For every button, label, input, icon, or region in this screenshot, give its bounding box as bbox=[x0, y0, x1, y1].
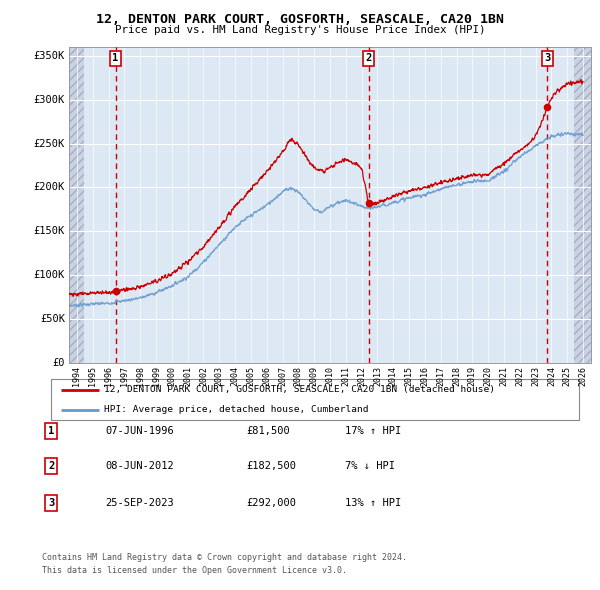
Text: 2010: 2010 bbox=[325, 366, 335, 386]
Text: Contains HM Land Registry data © Crown copyright and database right 2024.: Contains HM Land Registry data © Crown c… bbox=[42, 553, 407, 562]
Text: 1997: 1997 bbox=[120, 366, 129, 386]
Text: 2012: 2012 bbox=[357, 366, 366, 386]
Text: 2011: 2011 bbox=[341, 366, 350, 386]
Text: 2015: 2015 bbox=[404, 366, 413, 386]
Text: 2026: 2026 bbox=[578, 366, 587, 386]
Text: 2008: 2008 bbox=[294, 366, 303, 386]
Text: 2002: 2002 bbox=[199, 366, 208, 386]
Text: 1994: 1994 bbox=[73, 366, 82, 386]
Text: 08-JUN-2012: 08-JUN-2012 bbox=[105, 461, 174, 471]
Text: 2000: 2000 bbox=[167, 366, 176, 386]
Text: 07-JUN-1996: 07-JUN-1996 bbox=[105, 426, 174, 435]
Text: 13% ↑ HPI: 13% ↑ HPI bbox=[345, 498, 401, 507]
Text: 2022: 2022 bbox=[515, 366, 524, 386]
Text: 1995: 1995 bbox=[88, 366, 97, 386]
Text: 2017: 2017 bbox=[436, 366, 445, 386]
Text: 2016: 2016 bbox=[421, 366, 430, 386]
Text: 12, DENTON PARK COURT, GOSFORTH, SEASCALE, CA20 1BN: 12, DENTON PARK COURT, GOSFORTH, SEASCAL… bbox=[96, 13, 504, 26]
Text: £300K: £300K bbox=[34, 95, 65, 105]
Text: £292,000: £292,000 bbox=[246, 498, 296, 507]
Text: 2004: 2004 bbox=[230, 366, 239, 386]
Text: £250K: £250K bbox=[34, 139, 65, 149]
Text: This data is licensed under the Open Government Licence v3.0.: This data is licensed under the Open Gov… bbox=[42, 566, 347, 575]
Text: £0: £0 bbox=[52, 358, 65, 368]
Text: £200K: £200K bbox=[34, 182, 65, 192]
Text: 1998: 1998 bbox=[136, 366, 145, 386]
Text: 2020: 2020 bbox=[484, 366, 493, 386]
Text: 2: 2 bbox=[48, 461, 54, 471]
Text: 25-SEP-2023: 25-SEP-2023 bbox=[105, 498, 174, 507]
Text: 1999: 1999 bbox=[151, 366, 161, 386]
Text: 1: 1 bbox=[112, 53, 119, 63]
Text: 3: 3 bbox=[544, 53, 550, 63]
Text: 2: 2 bbox=[365, 53, 372, 63]
FancyBboxPatch shape bbox=[50, 379, 580, 420]
Text: 12, DENTON PARK COURT, GOSFORTH, SEASCALE, CA20 1BN (detached house): 12, DENTON PARK COURT, GOSFORTH, SEASCAL… bbox=[104, 385, 495, 394]
Text: £50K: £50K bbox=[40, 314, 65, 324]
Text: 2003: 2003 bbox=[215, 366, 224, 386]
Bar bbox=[69, 47, 83, 363]
Text: 7% ↓ HPI: 7% ↓ HPI bbox=[345, 461, 395, 471]
Text: Price paid vs. HM Land Registry's House Price Index (HPI): Price paid vs. HM Land Registry's House … bbox=[115, 25, 485, 35]
Text: HPI: Average price, detached house, Cumberland: HPI: Average price, detached house, Cumb… bbox=[104, 405, 368, 414]
Text: 1: 1 bbox=[48, 426, 54, 435]
Text: 2014: 2014 bbox=[389, 366, 398, 386]
Text: 2023: 2023 bbox=[531, 366, 540, 386]
Text: 2018: 2018 bbox=[452, 366, 461, 386]
Text: 2007: 2007 bbox=[278, 366, 287, 386]
Text: £350K: £350K bbox=[34, 51, 65, 61]
Text: £150K: £150K bbox=[34, 227, 65, 237]
Text: 2001: 2001 bbox=[183, 366, 192, 386]
Text: £182,500: £182,500 bbox=[246, 461, 296, 471]
Text: 2005: 2005 bbox=[247, 366, 256, 386]
Text: 2021: 2021 bbox=[499, 366, 509, 386]
Text: 2024: 2024 bbox=[547, 366, 556, 386]
Text: 2006: 2006 bbox=[262, 366, 271, 386]
Text: 2013: 2013 bbox=[373, 366, 382, 386]
Bar bbox=[574, 47, 591, 363]
Text: 17% ↑ HPI: 17% ↑ HPI bbox=[345, 426, 401, 435]
Text: £81,500: £81,500 bbox=[246, 426, 290, 435]
Text: 1996: 1996 bbox=[104, 366, 113, 386]
Text: 2025: 2025 bbox=[563, 366, 572, 386]
Text: 2009: 2009 bbox=[310, 366, 319, 386]
Text: 3: 3 bbox=[48, 498, 54, 507]
Text: £100K: £100K bbox=[34, 270, 65, 280]
Text: 2019: 2019 bbox=[468, 366, 477, 386]
